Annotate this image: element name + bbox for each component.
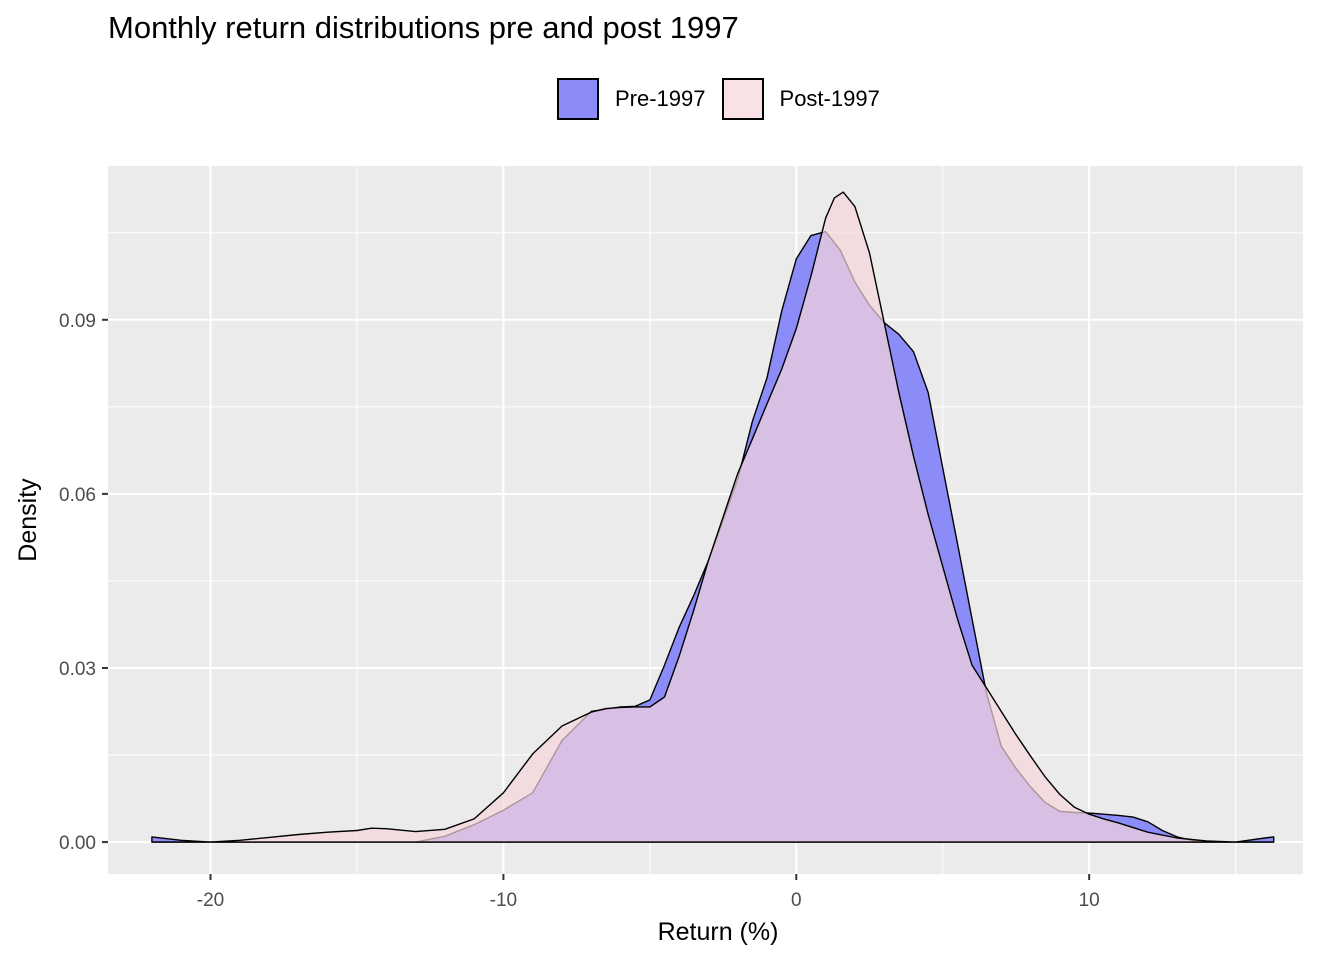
legend-key-post-1997 — [721, 78, 764, 120]
legend-item-post-1997: Post-1997 — [721, 78, 880, 120]
legend-label-pre-1997: Pre-1997 — [615, 86, 706, 111]
x-tick-label: -10 — [490, 890, 517, 911]
legend: Pre-1997 Post-1997 — [557, 76, 896, 122]
y-tick-label: 0.00 — [59, 833, 96, 854]
legend-key-pre-1997 — [557, 78, 599, 120]
legend-label-post-1997: Post-1997 — [779, 86, 880, 111]
y-tick-label: 0.09 — [59, 311, 96, 332]
density-layers — [151, 191, 1275, 843]
y-tick-label: 0.06 — [59, 485, 96, 506]
x-tick-label: -20 — [197, 890, 224, 911]
x-tick-label: 0 — [791, 890, 802, 911]
x-axis-title: Return (%) — [658, 918, 779, 946]
legend-item-pre-1997: Pre-1997 — [557, 78, 706, 120]
y-axis-title: Density — [14, 478, 42, 562]
x-tick-label: 10 — [1079, 890, 1100, 911]
chart-title: Monthly return distributions pre and pos… — [108, 10, 739, 45]
y-axis: 0.00 0.03 0.06 0.09 — [59, 311, 108, 854]
y-tick-label: 0.03 — [59, 659, 96, 680]
x-axis: -20 -10 0 10 — [197, 874, 1100, 911]
density-area-post-1997 — [151, 191, 1275, 843]
